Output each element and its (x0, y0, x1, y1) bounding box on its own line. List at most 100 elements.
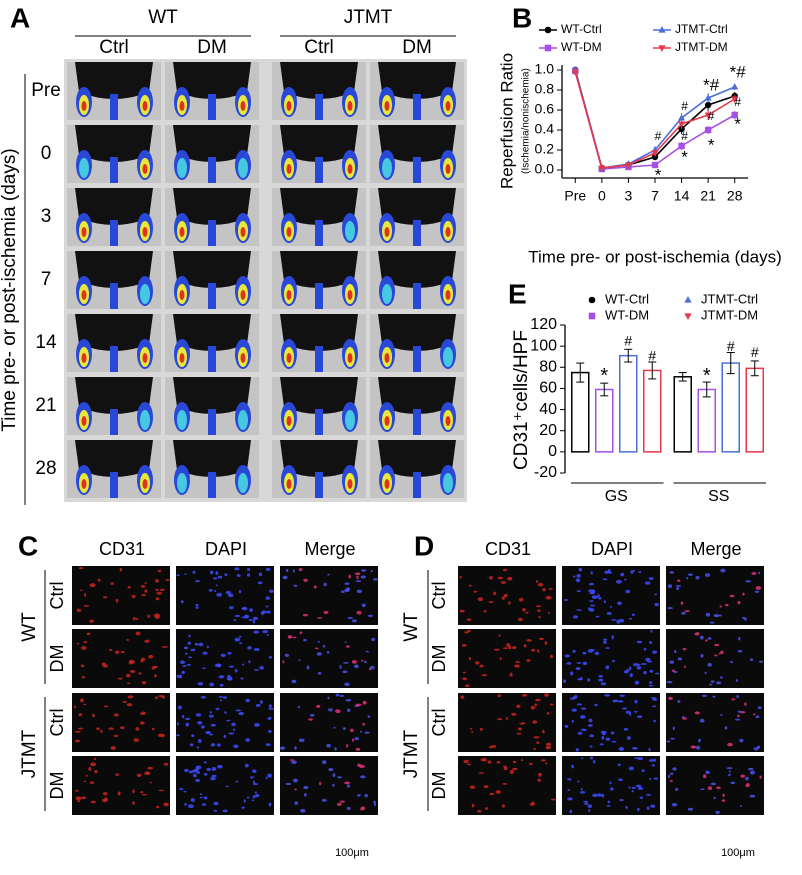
cell (235, 709, 242, 712)
bar (643, 369, 662, 453)
cell (604, 570, 610, 574)
cell (308, 718, 313, 721)
cell (567, 778, 572, 781)
cell (141, 681, 147, 685)
cell (611, 635, 614, 640)
cell (224, 573, 228, 577)
cell (348, 574, 351, 579)
paw-peak (445, 164, 451, 174)
cell (336, 802, 342, 806)
cell (572, 575, 576, 578)
cell (356, 575, 359, 580)
cell (365, 650, 369, 653)
cell (522, 608, 526, 612)
cell (749, 794, 756, 798)
cell (202, 651, 208, 655)
cell (572, 649, 576, 653)
mouse-body (280, 377, 358, 414)
cell (700, 654, 704, 658)
cell (364, 731, 370, 734)
cell (633, 710, 638, 713)
cell (588, 582, 595, 586)
cell (669, 772, 674, 775)
cell (631, 786, 636, 789)
cell (101, 798, 108, 803)
cell (140, 585, 146, 588)
cell (588, 809, 591, 812)
cell (724, 726, 728, 730)
cell (587, 678, 591, 682)
group-label: WT (401, 612, 422, 642)
bar (697, 388, 716, 453)
paw-signal (238, 473, 248, 493)
micrograph-bg (72, 566, 170, 625)
annotation: # (727, 338, 735, 354)
cell (645, 657, 651, 662)
cell (299, 808, 306, 813)
cell (234, 668, 238, 673)
cell (488, 575, 493, 580)
x-tick-label: 7 (651, 188, 659, 204)
cell (580, 757, 584, 760)
column-header: Ctrl (304, 37, 334, 58)
cell (162, 695, 165, 699)
cell (488, 601, 494, 603)
cell (120, 651, 125, 654)
paw-peak (240, 290, 246, 300)
cell (740, 774, 746, 778)
cell (204, 772, 208, 776)
x-tick-label: SS (708, 488, 729, 505)
tail (413, 220, 421, 246)
cell (210, 743, 216, 747)
cell (161, 646, 168, 648)
cell (600, 730, 607, 734)
cell (282, 660, 285, 664)
legend-marker (544, 26, 552, 34)
micrograph-bg (666, 693, 764, 752)
cell (192, 773, 197, 778)
cell (545, 745, 552, 750)
cell (687, 807, 694, 811)
cell (695, 576, 700, 580)
cell (496, 760, 501, 764)
cell (226, 676, 233, 681)
cell (601, 735, 605, 740)
cell (669, 779, 673, 782)
cell (537, 649, 540, 653)
legend-label: WT-Ctrl (561, 22, 602, 36)
cell (673, 671, 678, 673)
cell (154, 613, 161, 618)
cell (700, 788, 705, 791)
perfusion-image (272, 440, 366, 498)
panel-letter: B (512, 2, 532, 33)
mouse-body (173, 440, 251, 477)
y-tick-label: 0 (548, 443, 557, 460)
data-point (731, 83, 739, 90)
row-label: DM (47, 645, 67, 673)
cell (609, 605, 612, 608)
cell (495, 790, 502, 794)
scale-bar-label: 100μm (721, 847, 755, 859)
cell (355, 580, 362, 583)
cell (729, 661, 734, 663)
cell (253, 630, 260, 634)
cell (211, 774, 217, 778)
y-axis-sublabel: (Ischemia/nonischemia) (521, 68, 532, 174)
cell (245, 738, 251, 742)
cell (739, 805, 742, 807)
row-label: Ctrl (47, 709, 67, 737)
cell (652, 650, 657, 654)
cell (159, 588, 165, 591)
bar (721, 362, 740, 453)
data-point (678, 142, 685, 150)
cell (344, 641, 347, 643)
legend-label: JTMT-Ctrl (675, 22, 728, 36)
cell (344, 682, 350, 687)
tail (110, 472, 118, 498)
cell (634, 680, 640, 685)
cell (292, 636, 297, 639)
bar (619, 354, 638, 453)
cell (738, 636, 741, 641)
micrograph-bg (280, 693, 378, 752)
cell (194, 580, 201, 583)
